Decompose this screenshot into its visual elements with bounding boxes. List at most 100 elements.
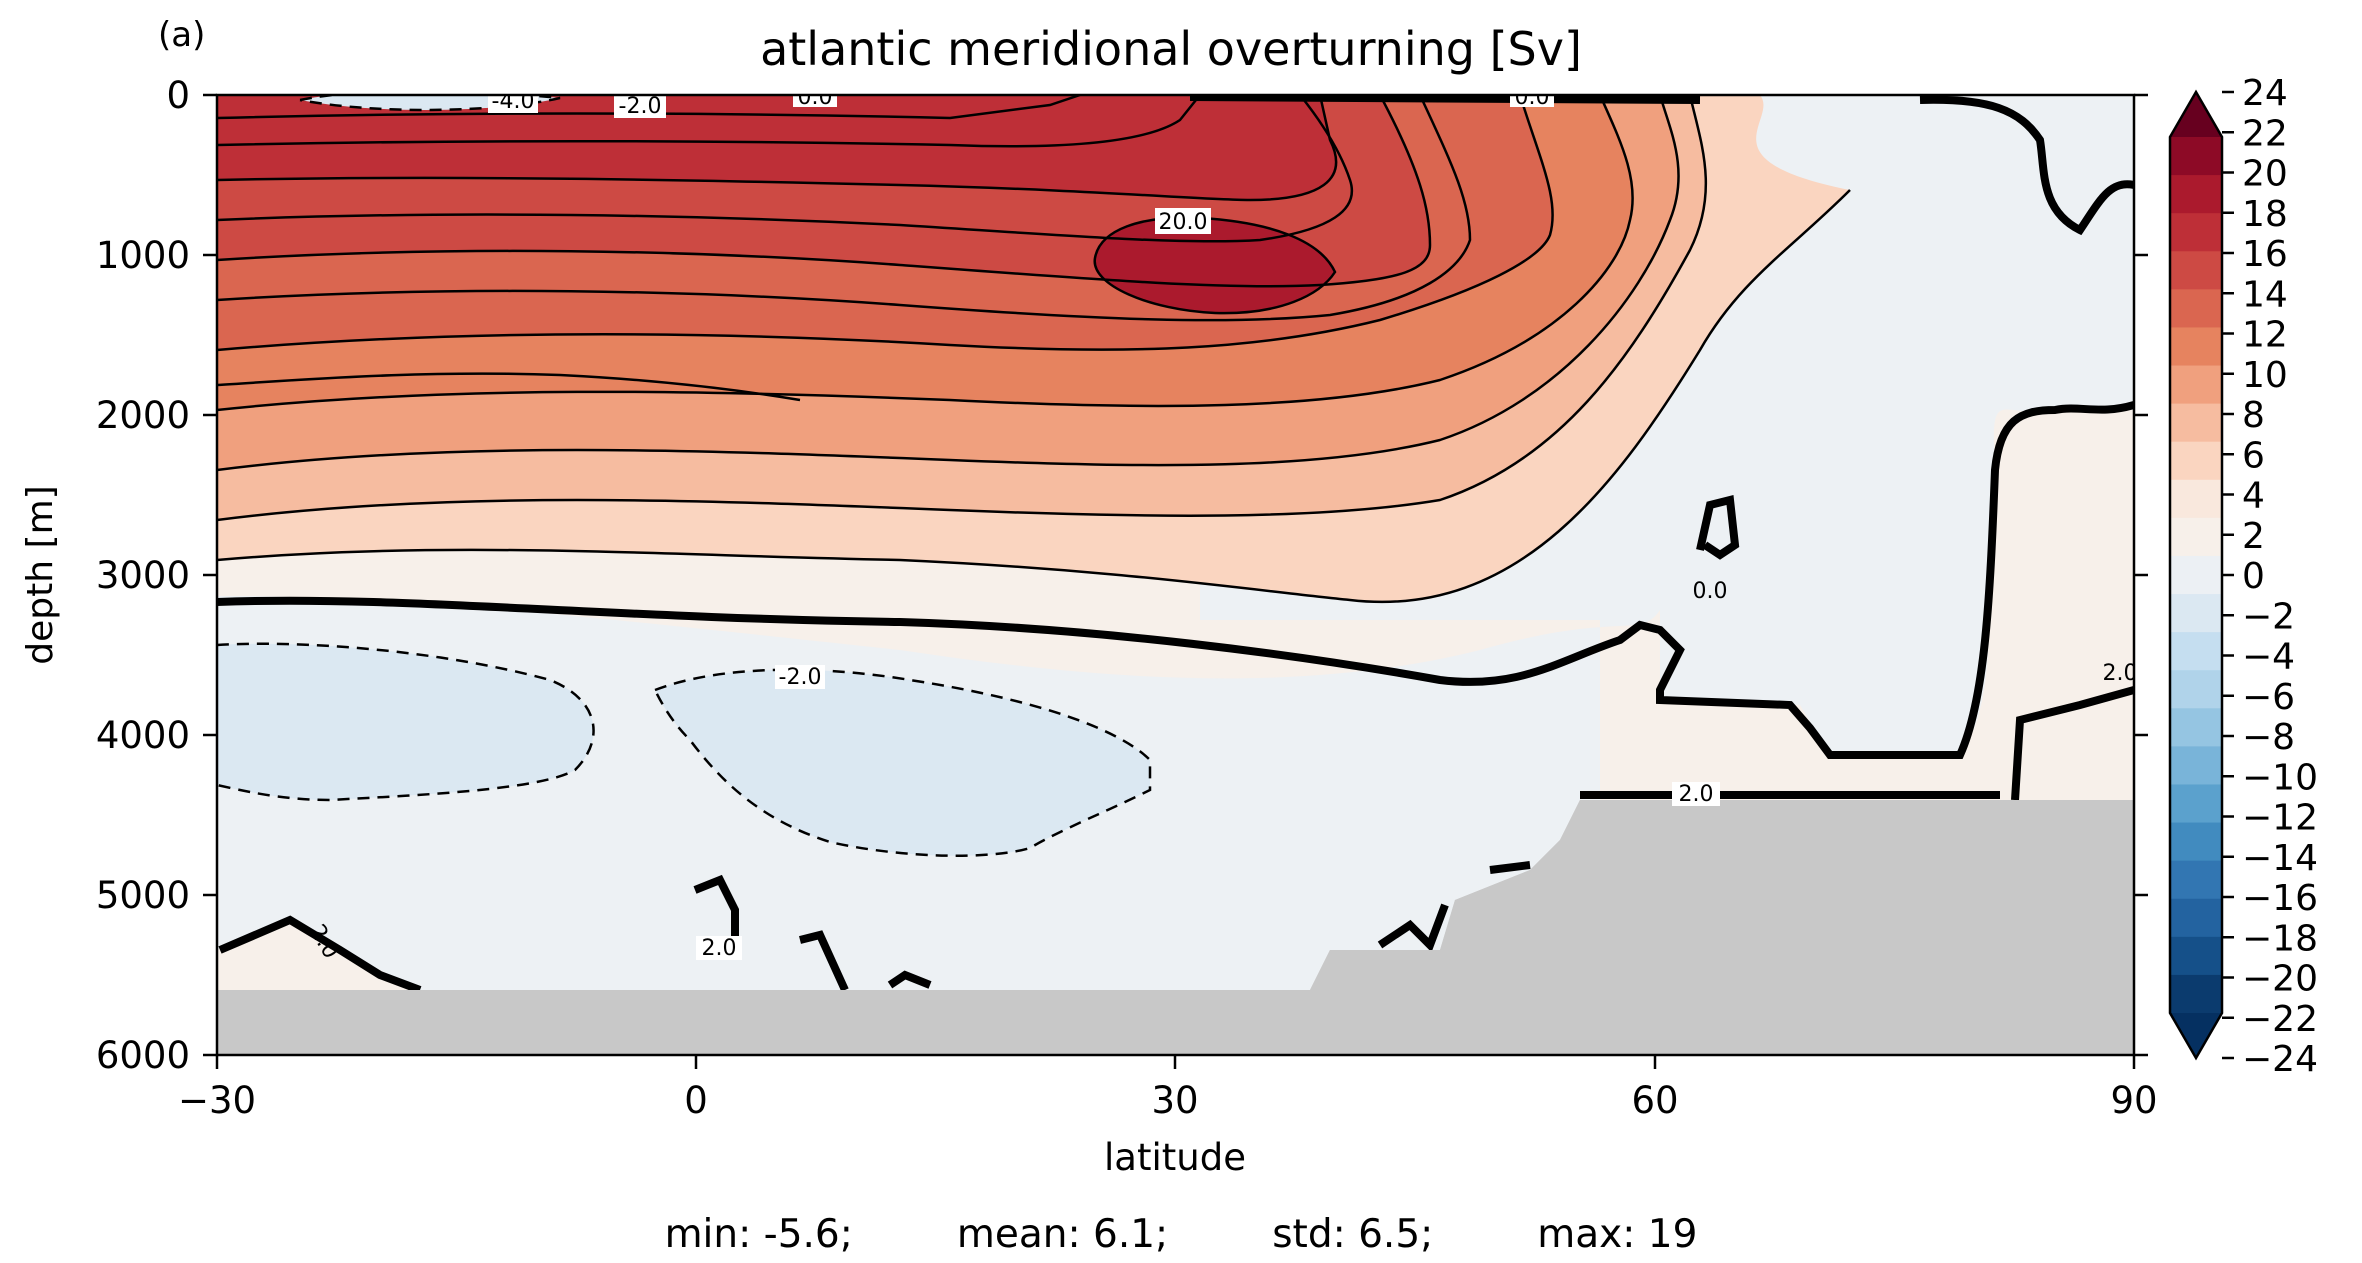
contour-line [217, 95, 1081, 120]
colorbar-band [2170, 708, 2222, 747]
contour-fill-16-20 [217, 95, 1337, 200]
contour-line [217, 95, 1472, 322]
zero-contour-line [218, 915, 422, 994]
colorbar-tick-label: 10 [2242, 355, 2288, 396]
contour-line [217, 95, 1708, 522]
colorbar-band [2170, 974, 2222, 1014]
colorbar-tick-label: −24 [2242, 1039, 2318, 1080]
x-tick-labels: −30 0 30 60 90 [178, 1079, 2158, 1122]
stat-min: min: -5.6; [664, 1212, 853, 1257]
stat-std: std: 6.5; [1272, 1212, 1434, 1257]
x-tick-label: −30 [178, 1079, 256, 1122]
stat-mean: mean: 6.1; [956, 1212, 1169, 1257]
y-tick-label: 0 [166, 74, 190, 117]
colorbar-tick-label: 18 [2242, 194, 2288, 235]
contour-fill-neg-lobe-central [655, 669, 1150, 856]
x-tick-label: 90 [2110, 1079, 2157, 1122]
colorbar-tick-label: −20 [2242, 959, 2318, 1000]
contour-line [217, 189, 1851, 603]
contour-line-negative [299, 95, 561, 112]
zero-contour [217, 95, 2134, 994]
zero-contour-line [887, 970, 932, 989]
colorbar-tick-label: −16 [2242, 878, 2318, 919]
colorbar-tick-label: 6 [2242, 435, 2265, 476]
colorbar-band [2170, 632, 2222, 671]
colorbar-tick-label: 20 [2242, 154, 2288, 195]
colorbar-band [2170, 898, 2222, 938]
colorbar-tick-label: −2 [2242, 596, 2295, 637]
contour-label: -2.0 [779, 665, 822, 690]
stat-max: max: 19 [1537, 1212, 1698, 1257]
contour-label: 2.0 [1679, 782, 1714, 807]
colorbar-tick-label: −8 [2242, 717, 2295, 758]
colorbar-tick-label: 16 [2242, 234, 2288, 275]
contour-line [217, 372, 801, 402]
colorbar-tick-label: 22 [2242, 113, 2288, 154]
contour-label: 0.0 [798, 85, 833, 110]
colorbar-tick-label: −22 [2242, 999, 2318, 1040]
colorbar-tick-label: 0 [2242, 556, 2265, 597]
zero-contour-line [1189, 95, 1701, 104]
contour-label: 20.0 [1159, 210, 1208, 235]
y-tick-label: 6000 [96, 1034, 190, 1077]
y-tick-label: 4000 [96, 714, 190, 757]
negative-contours [217, 95, 1152, 857]
contour-label: 0.0 [1515, 85, 1550, 110]
colorbar-extend-max [2170, 92, 2222, 137]
contour-label: -2.0 [619, 94, 662, 119]
zero-contour-line [217, 401, 2134, 759]
colorbar-band [2170, 137, 2222, 176]
colorbar-tick-label: 8 [2242, 395, 2265, 436]
zero-contour-line [1696, 495, 1740, 560]
colorbar-band [2170, 213, 2222, 252]
colorbar-band [2170, 175, 2222, 214]
x-tick-label: 60 [1631, 1079, 1678, 1122]
contour-fill-pos-sw [217, 920, 420, 1000]
colorbar-tick-label: −4 [2242, 637, 2295, 678]
plot-area: -4.0 -2.0 0.0 0.0 20.0 0.0 -2.0 2.0 2.0 … [217, 85, 2138, 1055]
colorbar-tick-label: −10 [2242, 757, 2318, 798]
colorbar-band [2170, 327, 2222, 367]
contour-lines [217, 95, 1851, 603]
contour-line [217, 95, 1634, 412]
y-axis-label: depth [m] [20, 485, 61, 664]
colorbar-band [2170, 555, 2222, 595]
zero-contour-line [799, 930, 849, 992]
x-axis [215, 1055, 2136, 1069]
colorbar-band [2170, 517, 2222, 557]
zero-contour-line [1377, 903, 1449, 953]
x-tick-label: 0 [684, 1079, 708, 1122]
panel-label: (a) [158, 15, 205, 55]
contour-label: 2.0 [702, 936, 737, 961]
colorbar-tick-label: 14 [2242, 274, 2288, 315]
colorbar-band [2170, 784, 2222, 824]
y-tick-label: 3000 [96, 554, 190, 597]
colorbar-band [2170, 746, 2222, 786]
contour-line [217, 95, 1338, 202]
colorbar-tick-label: 24 [2242, 73, 2288, 114]
colorbar [2168, 89, 2224, 1061]
contour-line [217, 95, 1554, 352]
contour-fill-20-22 [1094, 217, 1335, 314]
colorbar-tick-label: 12 [2242, 315, 2288, 356]
colorbar-ticks: 242220181614121086420−2−4−6−8−10−12−14−1… [2222, 73, 2318, 1080]
contour-line-negative [217, 642, 595, 802]
contour-line [217, 95, 1353, 243]
y-tick-labels: 0 1000 2000 3000 4000 5000 6000 [96, 74, 190, 1077]
colorbar-band [2170, 860, 2222, 900]
contour-line [217, 95, 1680, 472]
colorbar-band [2170, 822, 2222, 862]
contour-label: 2.0 [2103, 661, 2138, 686]
colorbar-band [2170, 289, 2222, 329]
contour-label: 0.0 [1693, 579, 1728, 604]
contour-line [217, 95, 1201, 148]
colorbar-tick-label: −14 [2242, 838, 2318, 879]
stats-line: min: -5.6; mean: 6.1; std: 6.5; max: 19 [0, 1212, 2362, 1257]
y-axis [203, 93, 2148, 1057]
colorbar-band [2170, 594, 2222, 633]
zero-contour-line [2011, 686, 2134, 801]
colorbar-band [2170, 403, 2222, 443]
zero-contour-line [1919, 95, 2134, 236]
colorbar-band [2170, 479, 2222, 519]
